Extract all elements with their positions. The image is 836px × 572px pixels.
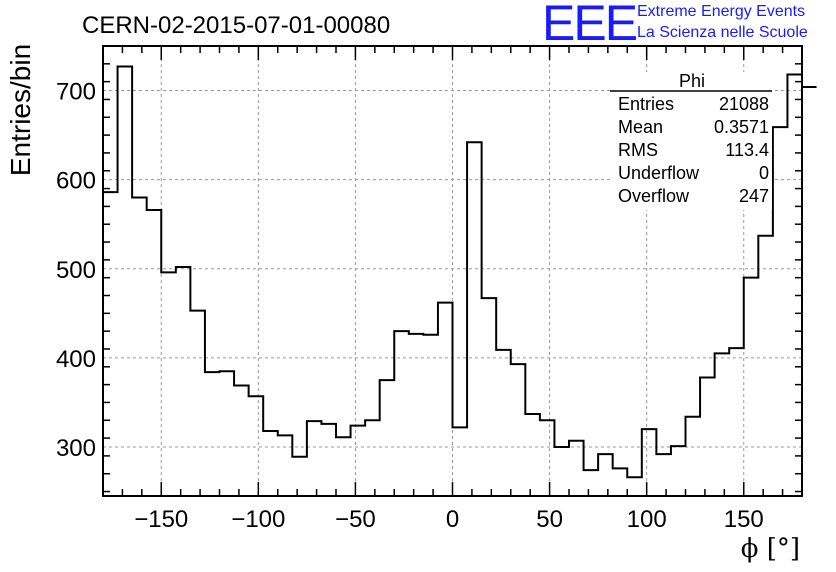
run-title: CERN-02-2015-07-01-00080 — [82, 12, 390, 39]
stats-row-label: RMS — [618, 140, 658, 160]
logo-line-2: La Scienza nelle Scuole — [637, 24, 808, 41]
y-tick-label: 700 — [56, 79, 96, 106]
stats-row-value: 247 — [739, 186, 769, 206]
x-axis-label: ϕ [°] — [741, 534, 800, 564]
stats-title: Phi — [679, 71, 705, 91]
stats-row-value: 0 — [759, 163, 769, 183]
x-tick-label: 0 — [446, 506, 459, 533]
y-axis-label: Entries/bin — [5, 44, 36, 176]
logo-line-1: Extreme Energy Events — [637, 3, 806, 20]
stats-row-value: 21088 — [719, 94, 769, 114]
x-tick-label: −150 — [134, 506, 188, 533]
y-tick-labels: 300 400 500 600 700 — [56, 79, 96, 462]
y-tick-label: 600 — [56, 168, 96, 195]
stats-row-label: Mean — [618, 117, 663, 137]
eee-logo: EEE — [542, 0, 638, 51]
x-tick-label: −100 — [231, 506, 285, 533]
x-tick-label: −50 — [335, 506, 376, 533]
stats-row-label: Overflow — [618, 186, 690, 206]
x-tick-label: 150 — [724, 506, 764, 533]
stats-row-label: Underflow — [618, 163, 700, 183]
stats-rows: Entries 21088 Mean 0.3571 RMS 113.4 Underflow 0… — [618, 94, 769, 206]
histogram-step-line — [102, 65, 817, 496]
stats-row-value: 0.3571 — [714, 117, 769, 137]
stats-row-value: 113.4 — [725, 140, 769, 160]
y-tick-label: 500 — [56, 257, 96, 284]
stats-row-label: Entries — [618, 94, 674, 114]
x-tick-labels: −150 −100 −50 0 50 100 150 — [134, 506, 764, 533]
stats-box: Phi Entries 21088 Mean 0.3571 RMS 113.4 Underf… — [610, 71, 772, 210]
axis-ticks — [102, 45, 803, 496]
y-tick-label: 300 — [56, 435, 96, 462]
y-tick-label: 400 — [56, 346, 96, 373]
x-tick-label: 100 — [627, 506, 667, 533]
stats-box-bg — [610, 72, 772, 210]
x-tick-label: 50 — [536, 506, 563, 533]
